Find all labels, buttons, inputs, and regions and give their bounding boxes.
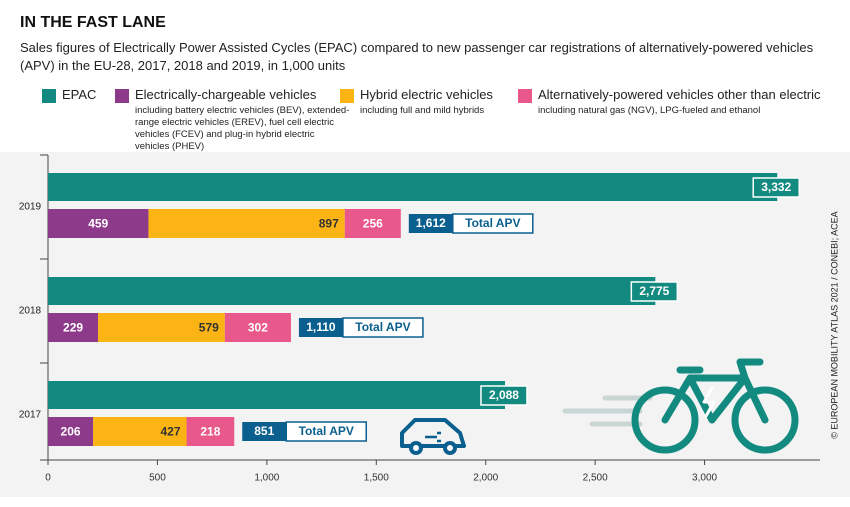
bar-segment xyxy=(344,209,401,238)
legend-item: Alternatively-powered vehicles other tha… xyxy=(538,87,838,117)
y-tick-label: 2018 xyxy=(19,306,42,317)
total-label-box xyxy=(342,317,424,338)
legend-label: EPAC xyxy=(62,87,97,102)
bar-segment xyxy=(224,313,291,342)
chart-title: IN THE FAST LANE xyxy=(20,14,166,31)
value-label: 459 xyxy=(88,217,108,231)
value-label: 256 xyxy=(363,217,383,231)
bar-segment xyxy=(98,313,225,342)
x-tick-label: 2,000 xyxy=(473,473,498,484)
x-tick-label: 1,500 xyxy=(364,473,389,484)
value-label: 206 xyxy=(61,425,81,439)
value-label: 229 xyxy=(63,321,83,335)
bar-segment xyxy=(48,209,149,238)
value-label: 2,775 xyxy=(639,284,669,298)
total-label: Total APV xyxy=(465,216,520,230)
bike-icon xyxy=(631,358,799,454)
value-label: 897 xyxy=(319,217,339,231)
legend-item: Electrically-chargeable vehicles includin… xyxy=(135,87,350,153)
x-tick-label: 3,000 xyxy=(692,473,717,484)
value-label-box xyxy=(752,177,800,198)
source: © EUROPEAN MOBILITY ATLAS 2021 / CONEBI;… xyxy=(829,211,839,438)
x-tick-label: 500 xyxy=(149,473,166,484)
y-tick-label: 2017 xyxy=(19,410,42,421)
legend-swatch xyxy=(42,89,56,103)
legend-description: including battery electric vehicles (BEV… xyxy=(135,105,350,152)
legend-item: Hybrid electric vehicles including full a… xyxy=(360,87,530,117)
total-value-label: 851 xyxy=(254,424,274,438)
total-label: Total APV xyxy=(355,320,410,334)
total-box xyxy=(298,318,343,337)
value-label: 3,332 xyxy=(761,180,791,194)
car-icon xyxy=(400,418,466,455)
legend-label: Hybrid electric vehicles xyxy=(360,87,493,102)
total-label: Total APV xyxy=(299,424,354,438)
legend-description: including natural gas (NGV), LPG-fueled … xyxy=(538,105,761,116)
value-label-box xyxy=(630,281,679,302)
total-box xyxy=(242,422,287,441)
total-label-box xyxy=(285,421,367,442)
legend-description: including full and mild hybrids xyxy=(360,105,485,116)
bar-segment xyxy=(93,417,187,446)
bar-segment xyxy=(148,209,345,238)
value-label: 579 xyxy=(199,321,219,335)
legend-swatch xyxy=(518,89,532,103)
x-tick-label: 1,000 xyxy=(254,473,279,484)
bar-segment xyxy=(48,313,99,342)
bar xyxy=(48,277,656,305)
bar xyxy=(48,381,505,409)
bar xyxy=(48,173,778,201)
x-tick-label: 0 xyxy=(45,473,51,484)
bar-segment xyxy=(186,417,235,446)
value-label: 427 xyxy=(161,425,181,439)
legend-item: EPAC xyxy=(62,87,122,102)
legend-label: Electrically-chargeable vehicles xyxy=(135,87,317,102)
legend-swatch xyxy=(340,89,354,103)
x-tick-label: 2,500 xyxy=(583,473,608,484)
legend-swatch xyxy=(115,89,129,103)
bar-segment xyxy=(48,417,94,446)
value-label: 302 xyxy=(248,321,268,335)
total-label-box xyxy=(452,213,534,234)
value-label: 2,088 xyxy=(489,388,519,402)
value-label-box xyxy=(480,385,528,406)
y-tick-label: 2019 xyxy=(19,202,42,213)
value-label: 218 xyxy=(200,425,220,439)
chart-subtitle: Sales figures of Electrically Power Assi… xyxy=(20,40,814,73)
legend-label: Alternatively-powered vehicles other tha… xyxy=(538,87,821,102)
total-box xyxy=(408,214,453,233)
total-value-label: 1,110 xyxy=(306,320,336,334)
total-value-label: 1,612 xyxy=(416,216,446,230)
